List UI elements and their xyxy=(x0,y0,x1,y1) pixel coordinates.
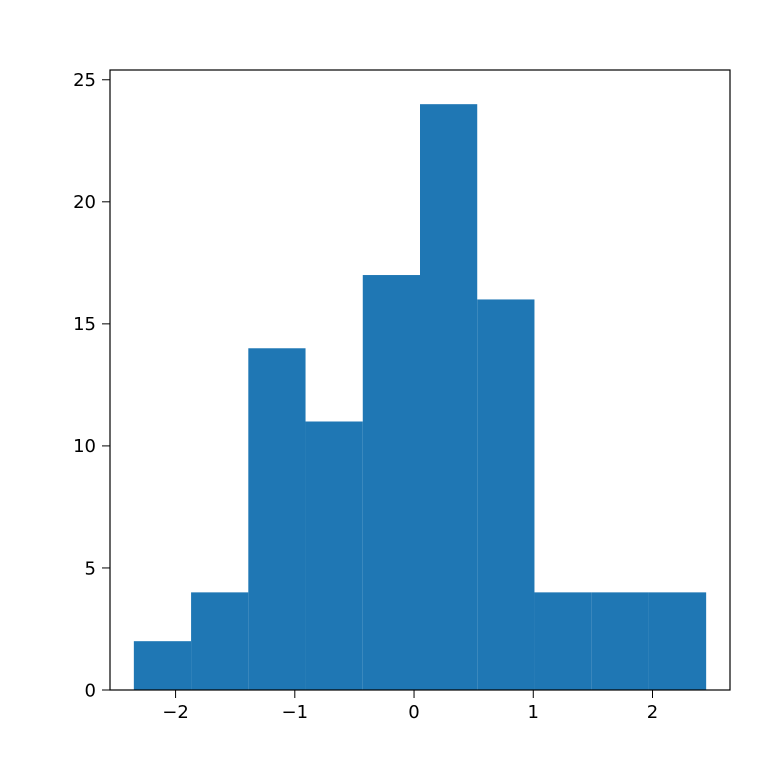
x-tick-label: 0 xyxy=(408,702,419,723)
histogram-bar xyxy=(191,592,248,690)
y-tick-label: 20 xyxy=(73,192,96,213)
histogram-bar xyxy=(592,592,649,690)
y-tick-label: 10 xyxy=(73,436,96,457)
y-tick-label: 5 xyxy=(85,558,96,579)
histogram-bar xyxy=(248,348,305,690)
x-tick-label: 2 xyxy=(647,702,658,723)
chart-svg: −2−10120510152025 xyxy=(0,0,768,768)
histogram-bar xyxy=(420,104,477,690)
y-tick-label: 25 xyxy=(73,70,96,91)
histogram-bar xyxy=(134,641,191,690)
histogram-bar xyxy=(306,421,363,690)
x-tick-label: −2 xyxy=(162,702,189,723)
x-tick-label: −1 xyxy=(282,702,309,723)
y-tick-label: 15 xyxy=(73,314,96,335)
histogram-bar xyxy=(477,299,534,690)
histogram-chart: −2−10120510152025 xyxy=(0,0,768,768)
x-tick-label: 1 xyxy=(528,702,539,723)
histogram-bar xyxy=(649,592,706,690)
histogram-bar xyxy=(534,592,591,690)
histogram-bar xyxy=(363,275,420,690)
y-tick-label: 0 xyxy=(85,680,96,701)
